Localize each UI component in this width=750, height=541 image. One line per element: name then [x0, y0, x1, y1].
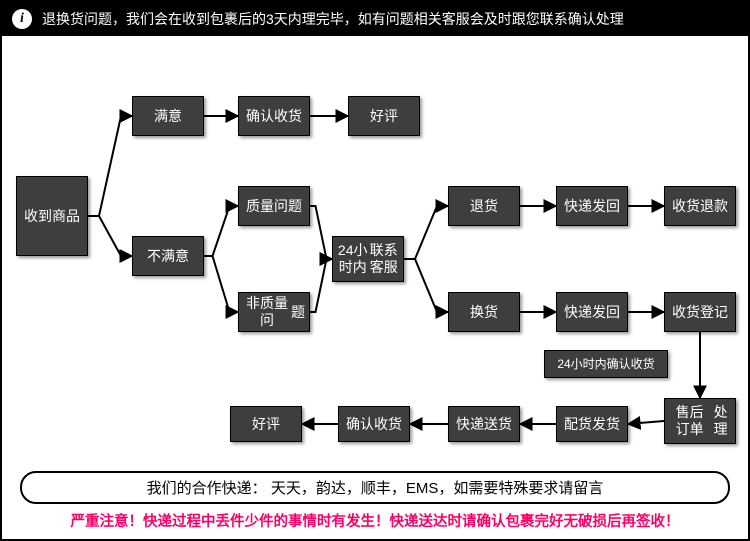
node-confirm24: 24小时内确认收货: [544, 350, 668, 378]
edge-recv-happy: [88, 116, 132, 216]
info-icon: i: [12, 9, 32, 29]
node-contact: 24小时内联系客服: [332, 236, 404, 282]
flowchart-canvas: 收到商品满意不满意确认收货好评质量问题非质量问题24小时内联系客服退货换货快递发…: [2, 36, 748, 472]
header-text: 退换货问题，我们会在收到包裹后的3天内理完毕，如有问题相关客服会及时跟您联系确认…: [42, 9, 624, 29]
node-confirm2: 确认收货: [338, 406, 410, 442]
node-return: 退货: [448, 186, 520, 226]
node-praise1: 好评: [348, 96, 420, 136]
edge-qual-contact: [310, 206, 332, 259]
node-praise2: 好评: [230, 406, 302, 442]
node-unhappy: 不满意: [132, 236, 204, 276]
footer: 我们的合作快递： 天天，韵达，顺丰，EMS，如需要特殊要求请留言 严重注意！快递…: [2, 465, 748, 539]
node-deliver: 快递送货: [448, 406, 520, 442]
node-register: 收货登记: [664, 292, 736, 332]
edge-contact-return: [404, 206, 448, 259]
partner-couriers: 我们的合作快递： 天天，韵达，顺丰，EMS，如需要特殊要求请留言: [20, 471, 730, 504]
node-ship1: 快递发回: [556, 186, 628, 226]
node-dispatch: 配货发货: [556, 406, 628, 442]
edge-nonqual-contact: [310, 259, 332, 312]
edge-unhappy-nonqual: [204, 256, 238, 312]
edge-recv-unhappy: [88, 216, 132, 256]
edge-afterord-dispatch: [628, 421, 664, 424]
edge-contact-exchange: [404, 259, 448, 312]
node-ship2: 快递发回: [556, 292, 628, 332]
node-recv: 收到商品: [16, 176, 88, 256]
node-happy: 满意: [132, 96, 204, 136]
node-confirm1: 确认收货: [238, 96, 310, 136]
node-exchange: 换货: [448, 292, 520, 332]
edge-unhappy-qual: [204, 206, 238, 256]
header-bar: i 退换货问题，我们会在收到包裹后的3天内理完毕，如有问题相关客服会及时跟您联系…: [2, 2, 748, 36]
node-afterord: 售后订单处理: [664, 398, 736, 444]
node-refund: 收货退款: [664, 186, 736, 226]
warning-text: 严重注意！快递过程中丢件少件的事情时有发生！快递送达时请确认包裹完好无破损后再签…: [12, 510, 738, 531]
node-qual: 质量问题: [238, 186, 310, 226]
node-nonqual: 非质量问题: [238, 292, 310, 332]
